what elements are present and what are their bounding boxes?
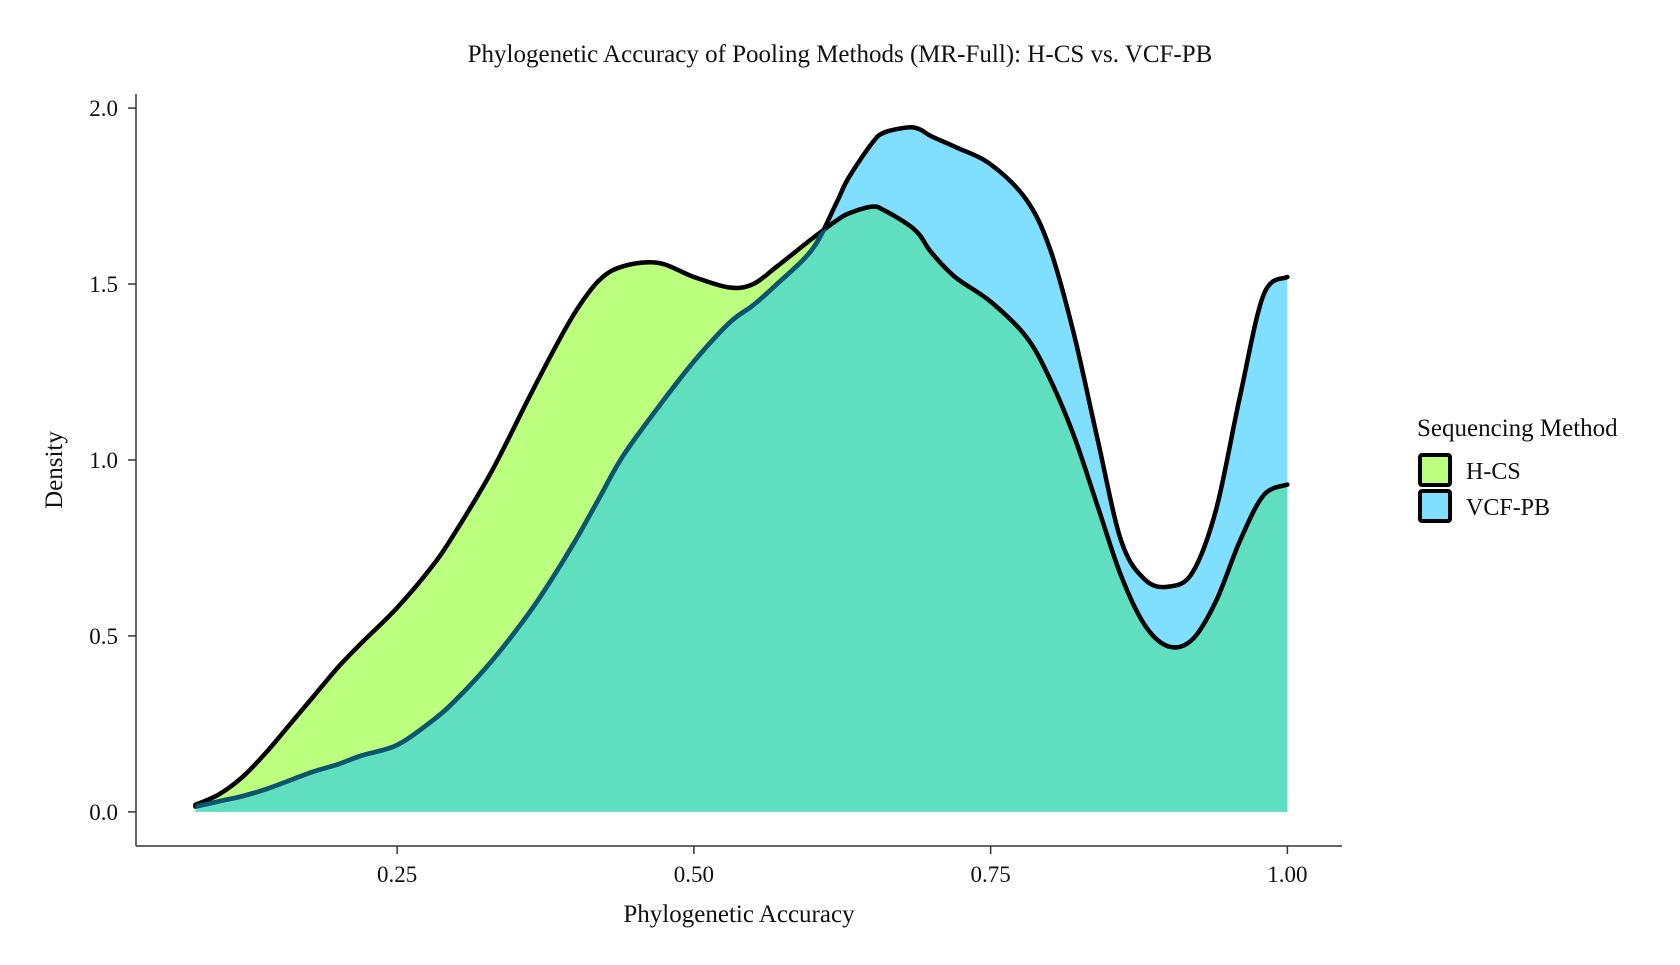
y-axis-ticks: 0.0 0.5 1.0 1.5 2.0: [89, 96, 136, 825]
legend-item-vcf-pb: VCF-PB: [1418, 489, 1550, 523]
y-tick-label: 0.0: [89, 800, 118, 825]
y-axis-title: Density: [41, 431, 68, 509]
y-tick-label: 1.5: [89, 272, 118, 297]
legend: Sequencing Method H-CS VCF-PB: [1417, 415, 1618, 523]
legend-title: Sequencing Method: [1417, 415, 1618, 442]
y-tick-label: 1.0: [89, 448, 118, 473]
y-tick-label: 0.5: [89, 624, 118, 649]
legend-label-vcf-pb: VCF-PB: [1466, 495, 1550, 521]
x-axis-title: Phylogenetic Accuracy: [623, 901, 855, 928]
x-tick-label: 0.50: [674, 862, 714, 887]
x-axis-ticks: 0.25 0.50 0.75 1.00: [377, 846, 1308, 887]
legend-item-h-cs: H-CS: [1418, 453, 1521, 487]
x-tick-label: 1.00: [1267, 862, 1307, 887]
plot-area: [193, 124, 1290, 812]
legend-label-h-cs: H-CS: [1466, 459, 1521, 485]
x-tick-label: 0.75: [971, 862, 1011, 887]
line-h-cs: [193, 204, 1290, 808]
legend-swatch-vcf-pb: [1418, 489, 1452, 523]
y-tick-label: 2.0: [89, 96, 118, 121]
legend-swatch-h-cs: [1418, 453, 1452, 487]
x-tick-label: 0.25: [377, 862, 417, 887]
chart-title: Phylogenetic Accuracy of Pooling Methods…: [468, 41, 1213, 68]
